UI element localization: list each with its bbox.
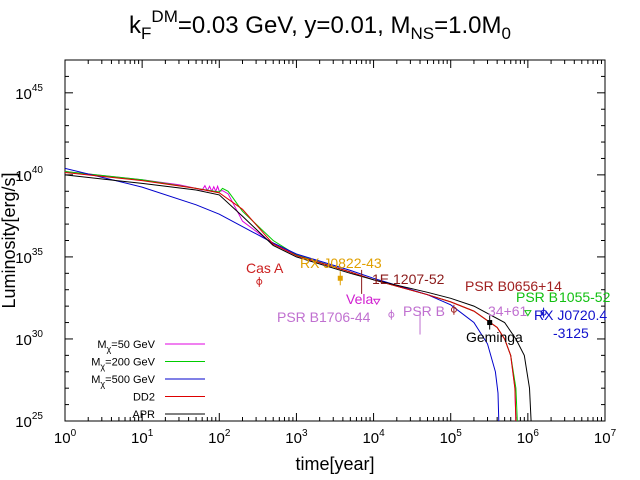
y-axis-label: Luminosity[erg/s]	[0, 172, 19, 308]
legend-label-2: Mχ=500 GeV	[91, 374, 155, 389]
series-line-2	[65, 167, 500, 421]
legend-label-part: M	[91, 374, 100, 386]
legend-label-3: DD2	[133, 392, 155, 404]
observation-label-2: 1E 1207-52	[372, 271, 445, 287]
chart-title: kFDM=0.03 GeV, y=0.01, MNS=1.0M0	[129, 7, 511, 43]
title-part: 0	[501, 24, 510, 43]
legend-label-part: =500 GeV	[105, 374, 156, 386]
observation-label-6-line2: -3125	[553, 325, 589, 341]
x-tick-label: 106	[517, 428, 540, 447]
y-tick-label: 1035	[15, 247, 43, 267]
y-tick-label: 1045	[15, 83, 43, 103]
x-tick-label: 103	[285, 428, 308, 447]
legend-label-part: χ	[107, 344, 112, 354]
legend-label-part: =200 GeV	[105, 357, 156, 369]
title-part: F	[141, 24, 151, 43]
title-part: =1.0M	[434, 12, 501, 39]
observation-marker-5	[523, 310, 532, 317]
legend-label-part: DD2	[133, 392, 155, 404]
observation-label-3: PSR B0656+14	[465, 278, 562, 294]
title-part: k	[129, 12, 142, 39]
legend-label-4: APR	[132, 409, 155, 421]
x-tick-label: 104	[362, 428, 385, 447]
legend-label-part: M	[91, 357, 100, 369]
x-tick-label: 100	[54, 428, 77, 447]
series-lines	[65, 167, 532, 421]
x-tick-label: 102	[208, 428, 231, 447]
observation-points	[256, 269, 547, 335]
observation-label-7: PSR B1706-44	[277, 309, 371, 325]
legend-label-0: Mχ=50 GeV	[97, 339, 155, 354]
axis-ticks: 100 101 102 103 104 105 106 107 1025 1030 1035 1040…	[15, 59, 617, 447]
y-tick-label: 1040	[15, 165, 43, 185]
observation-label-1: RX J0822-43	[300, 255, 382, 271]
legend-label-part: =50 GeV	[111, 339, 155, 351]
observation-label-4: Vela	[346, 291, 373, 307]
x-axis-label: time[year]	[295, 454, 374, 474]
y-tick-label: 1025	[15, 411, 43, 431]
observation-marker-4	[372, 298, 381, 306]
observation-label-6-line1: RX J0720.4	[534, 307, 607, 323]
title-part: DM	[151, 7, 177, 26]
observation-label-8-suffix: 34+61	[488, 303, 528, 319]
observation-label-8-prefix: PSR B	[403, 303, 445, 319]
observation-label-9: Geminga	[466, 329, 523, 345]
legend-label-1: Mχ=200 GeV	[91, 357, 155, 372]
x-tick-label: 105	[440, 428, 463, 447]
legend-label-part: χ	[100, 362, 105, 372]
title-part: =0.03 GeV, y=0.01, M	[178, 12, 411, 39]
series-line-4	[65, 174, 532, 421]
observation-label-5-prefix: PSR B	[516, 289, 558, 305]
chart-title-text: kFDM=0.03 GeV, y=0.01, MNS=1.0M0	[129, 7, 511, 43]
y-tick-label: 1030	[15, 329, 43, 349]
legend-label-part: APR	[132, 409, 155, 421]
observation-label-5-suffix: 1055-52	[559, 289, 611, 305]
x-tick-label: 107	[594, 428, 617, 447]
legend-label-part: χ	[100, 379, 105, 389]
x-tick-label: 101	[131, 428, 154, 447]
title-part: NS	[410, 24, 434, 43]
observation-label-0: Cas A	[246, 260, 284, 276]
legend-label-part: M	[97, 339, 106, 351]
